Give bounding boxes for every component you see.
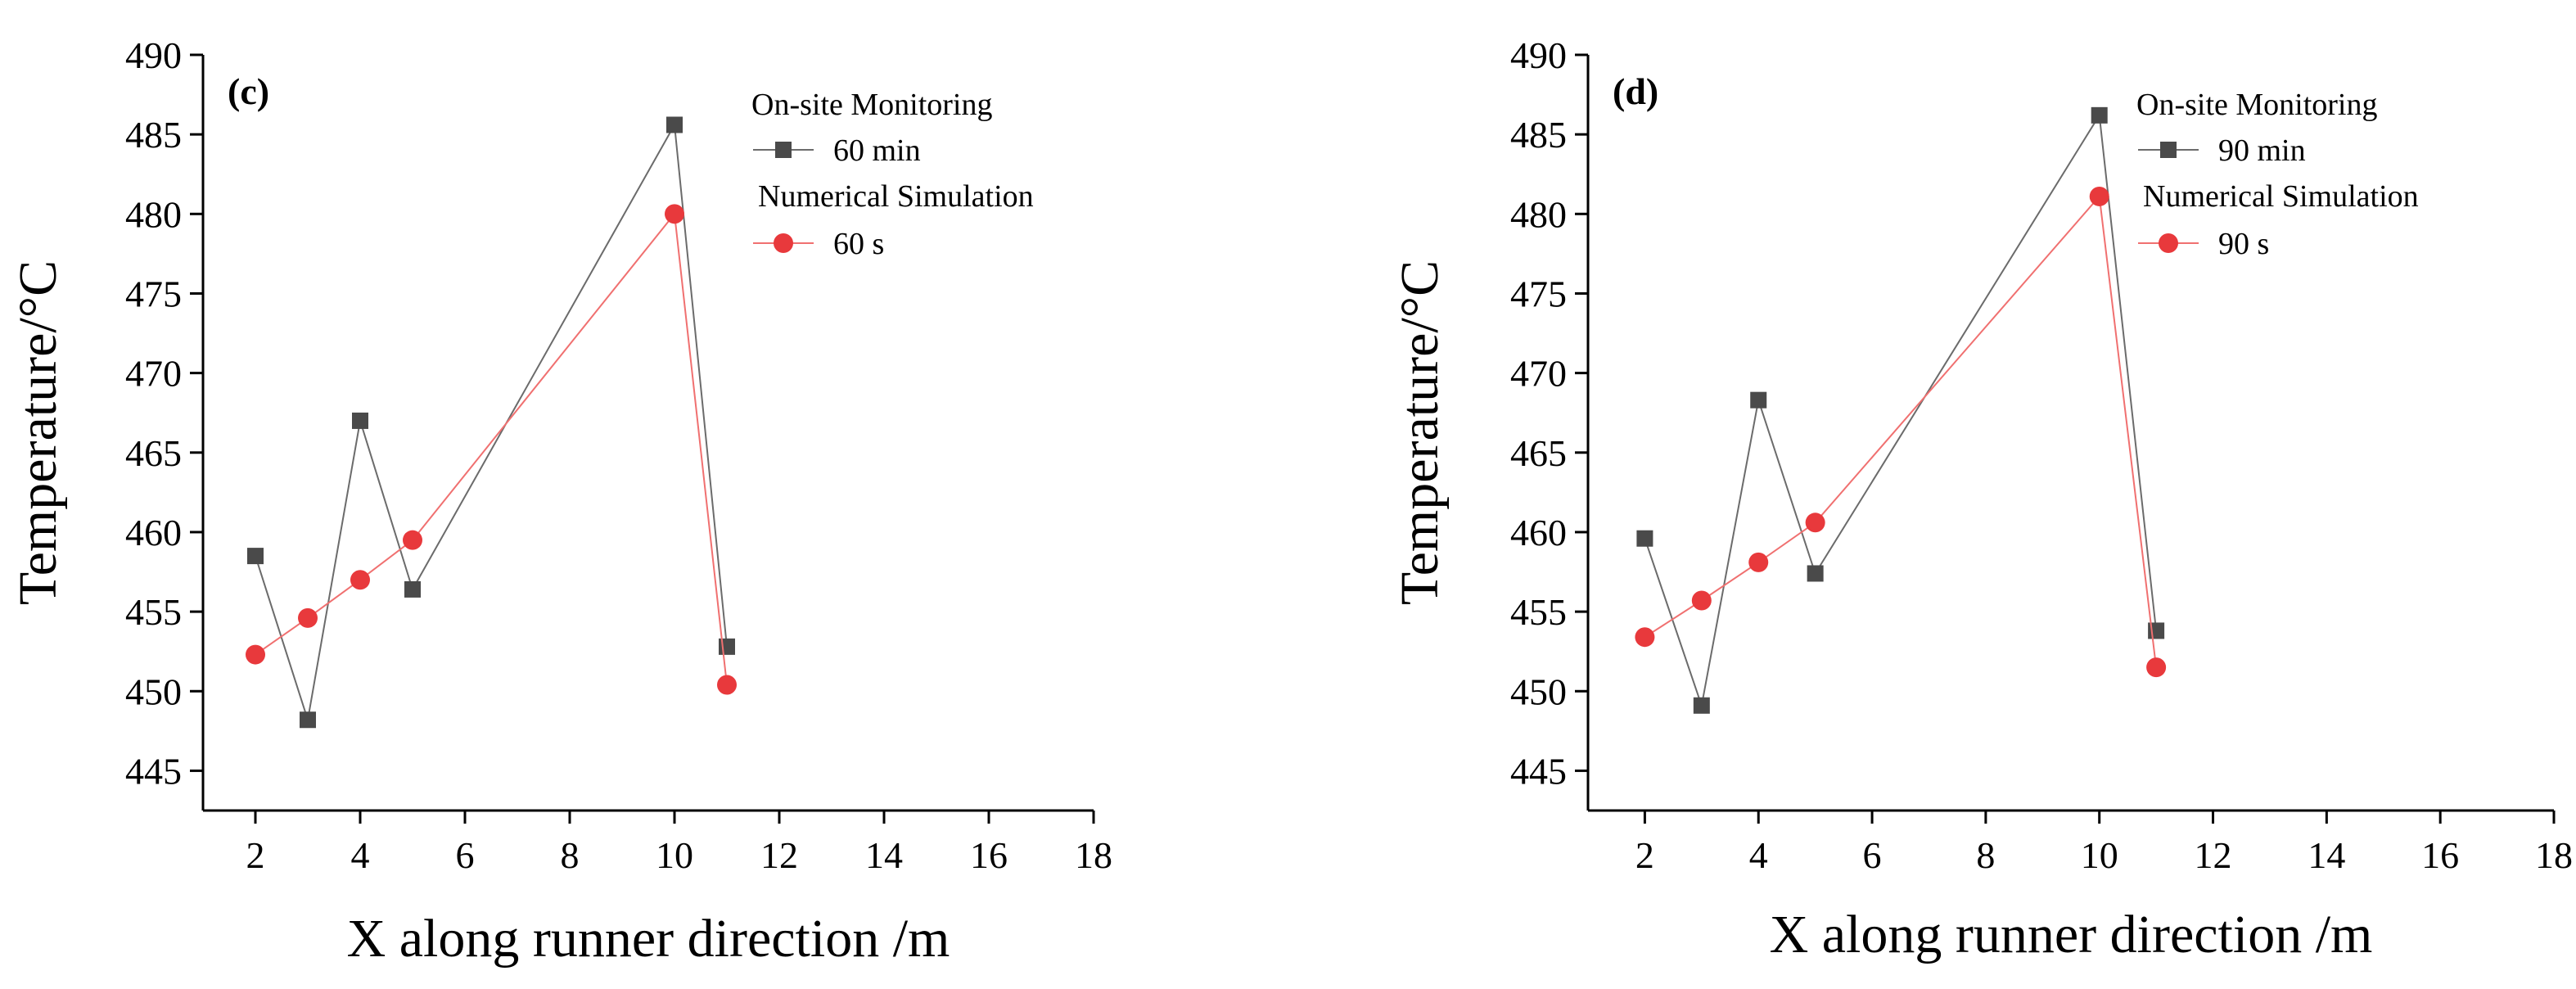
y-axis-title: Temperature/°C xyxy=(1390,260,1450,605)
x-tick-label: 14 xyxy=(2308,834,2345,876)
data-point-square xyxy=(404,580,421,598)
legend-entry-label: 60 s xyxy=(833,227,884,261)
data-point-square xyxy=(1750,391,1767,409)
y-tick-label: 480 xyxy=(1510,193,1567,235)
legend-entry-label: 90 min xyxy=(2218,133,2306,168)
series-line xyxy=(1644,194,2158,668)
y-tick-label: 470 xyxy=(125,353,182,395)
legend-group-title: Numerical Simulation xyxy=(758,179,1034,214)
data-point-circle xyxy=(2146,657,2167,678)
y-tick-label: 450 xyxy=(1510,671,1567,712)
x-tick-label: 6 xyxy=(1863,834,1882,876)
data-point-circle xyxy=(350,570,370,590)
y-tick-label: 450 xyxy=(125,671,182,712)
x-tick-label: 6 xyxy=(456,834,475,876)
y-tick-label: 490 xyxy=(1510,34,1567,76)
data-point-square xyxy=(300,711,316,729)
y-tick-label: 485 xyxy=(1510,114,1567,156)
legend-entry-label: 60 min xyxy=(833,133,921,168)
x-tick-label: 18 xyxy=(1075,834,1112,876)
legend: On-site Monitoring 90 min Numerical Simula… xyxy=(2136,88,2419,261)
data-point-square xyxy=(666,116,683,133)
series-line xyxy=(1644,112,2158,709)
x-tick-label: 4 xyxy=(351,834,370,876)
y-tick-label: 475 xyxy=(1510,273,1567,314)
y-tick-label: 455 xyxy=(125,591,182,633)
y-tick-label: 445 xyxy=(1510,750,1567,792)
data-point-circle xyxy=(1805,513,1825,533)
data-point-circle xyxy=(665,204,684,224)
data-point-circle xyxy=(246,644,265,665)
x-tick-label: 10 xyxy=(656,834,693,876)
data-point-square xyxy=(719,638,735,655)
data-point-square xyxy=(1693,697,1710,714)
legend-circle-marker xyxy=(2159,233,2178,253)
legend-circle-marker xyxy=(774,233,793,253)
series-line xyxy=(255,211,728,685)
series-numerical-simulation xyxy=(246,204,737,695)
x-tick-label: 4 xyxy=(1749,834,1768,876)
y-tick-label: 480 xyxy=(125,193,182,235)
x-axis-title: X along runner direction /m xyxy=(1770,905,2373,964)
x-tick-label: 14 xyxy=(865,834,903,876)
x-tick-label: 16 xyxy=(970,834,1008,876)
x-tick-label: 8 xyxy=(561,834,580,876)
legend-group-title: On-site Monitoring xyxy=(2136,88,2377,122)
data-point-circle xyxy=(1635,627,1655,648)
y-tick-label: 470 xyxy=(1510,353,1567,395)
data-point-square xyxy=(1807,565,1824,582)
data-point-circle xyxy=(1748,552,1769,572)
chart-panel-c: 2 4 6 8 10 12 14 16 18 445 450 455 460 465 470 475 480 48… xyxy=(8,34,1112,969)
y-tick-label: 475 xyxy=(125,273,182,314)
legend-group-title: On-site Monitoring xyxy=(751,88,992,122)
y-tick-label: 465 xyxy=(125,432,182,474)
data-point-circle xyxy=(403,530,422,550)
data-point-circle xyxy=(717,675,737,695)
panel-label: (c) xyxy=(228,70,269,112)
chart-panel-d: 2 4 6 8 10 12 14 16 18 445 450 455 460 465 470 475 480 48… xyxy=(1390,34,2573,964)
data-point-circle xyxy=(2089,186,2109,206)
x-tick-label: 10 xyxy=(2081,834,2118,876)
x-tick-label: 2 xyxy=(1635,834,1654,876)
data-point-square xyxy=(247,548,264,565)
x-tick-label: 12 xyxy=(2195,834,2232,876)
y-tick-label: 465 xyxy=(1510,432,1567,474)
legend-square-marker xyxy=(2160,142,2177,158)
x-tick-label: 12 xyxy=(760,834,798,876)
legend-entry-label: 90 s xyxy=(2218,227,2269,261)
legend-group-title: Numerical Simulation xyxy=(2143,179,2419,214)
legend: On-site Monitoring 60 min Numerical Simula… xyxy=(751,88,1034,261)
data-point-square xyxy=(352,412,368,429)
x-axis-title: X along runner direction /m xyxy=(347,909,950,969)
y-tick-label: 485 xyxy=(125,114,182,156)
data-point-square xyxy=(1636,530,1653,547)
legend-square-marker xyxy=(775,142,792,158)
x-tick-label: 18 xyxy=(2535,834,2573,876)
panel-label: (d) xyxy=(1613,70,1658,112)
x-tick-label: 16 xyxy=(2421,834,2459,876)
x-tick-label: 2 xyxy=(246,834,265,876)
y-tick-label: 490 xyxy=(125,34,182,76)
y-tick-label: 460 xyxy=(1510,512,1567,553)
y-tick-label: 460 xyxy=(125,512,182,553)
data-point-square xyxy=(2091,106,2108,124)
data-point-circle xyxy=(1691,590,1712,611)
y-tick-label: 455 xyxy=(1510,591,1567,633)
data-point-circle xyxy=(298,607,318,628)
y-tick-label: 445 xyxy=(125,750,182,792)
x-tick-label: 8 xyxy=(1976,834,1995,876)
y-axis-title: Temperature/°C xyxy=(8,260,68,605)
series-numerical-simulation xyxy=(1635,186,2167,678)
